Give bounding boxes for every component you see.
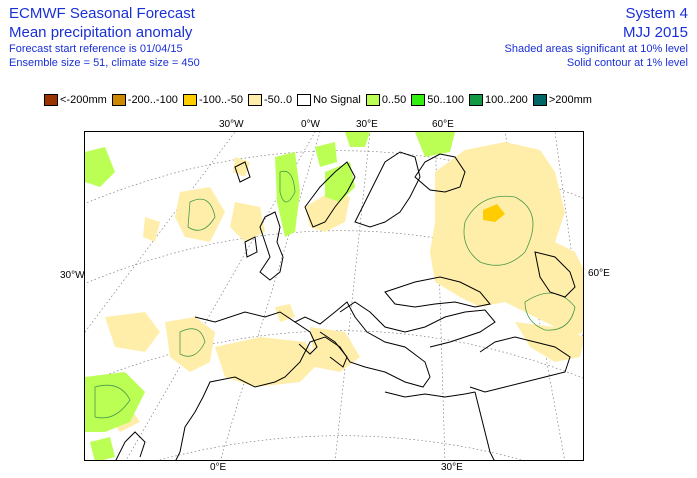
shading-wet bbox=[85, 147, 115, 187]
tick-left-30w: 30°W bbox=[60, 270, 85, 281]
contour-note: Solid contour at 1% level bbox=[566, 57, 688, 69]
legend-item: 0..50 bbox=[365, 94, 407, 106]
coastlines bbox=[115, 151, 576, 460]
shading-dry bbox=[143, 217, 160, 242]
legend-label: <-200mm bbox=[60, 94, 107, 106]
contour-line bbox=[279, 170, 296, 203]
shading-wet bbox=[345, 132, 370, 147]
coastline bbox=[244, 236, 258, 258]
tick-bottom-0e: 0°E bbox=[210, 462, 227, 473]
tick-top-30w: 30°W bbox=[219, 119, 244, 130]
legend-item: <-200mm bbox=[44, 94, 107, 106]
coastline bbox=[259, 211, 284, 281]
legend: <-200mm -200..-100 -100..-50 -50..0 No S… bbox=[44, 93, 597, 107]
legend-label: No Signal bbox=[313, 94, 361, 106]
coastline bbox=[175, 301, 431, 460]
shading-dry bbox=[515, 322, 583, 362]
graticule-line bbox=[85, 330, 583, 384]
chart-title: ECMWF Seasonal Forecast bbox=[9, 5, 195, 22]
coastline bbox=[319, 331, 348, 368]
legend-swatch bbox=[365, 94, 380, 106]
legend-item: -100..-50 bbox=[182, 94, 243, 106]
coastline bbox=[115, 431, 146, 460]
ensemble-size: Ensemble size = 51, climate size = 450 bbox=[9, 57, 200, 69]
coastline bbox=[534, 251, 576, 298]
tick-top-0w: 0°W bbox=[301, 119, 320, 130]
shading-dry bbox=[233, 157, 250, 177]
significance-note: Shaded areas significant at 10% level bbox=[504, 43, 688, 55]
coastline bbox=[474, 391, 495, 460]
legend-item: -200..-100 bbox=[111, 94, 178, 106]
shading-moderately-dry bbox=[483, 204, 505, 222]
contour-line bbox=[179, 328, 206, 357]
legend-label: 0..50 bbox=[381, 94, 407, 106]
contour-line bbox=[187, 198, 216, 231]
legend-swatch bbox=[468, 94, 483, 106]
map-panel bbox=[84, 131, 584, 461]
legend-swatch bbox=[44, 94, 58, 106]
legend-item: >200mm bbox=[532, 94, 592, 106]
period-label: MJJ 2015 bbox=[622, 24, 688, 41]
coastline bbox=[354, 151, 421, 228]
start-reference: Forecast start reference is 01/04/15 bbox=[9, 43, 183, 55]
legend-label: -100..-50 bbox=[198, 94, 243, 106]
legend-swatch bbox=[411, 94, 426, 106]
coastline bbox=[339, 301, 496, 348]
coastline bbox=[234, 161, 251, 183]
legend-swatch bbox=[111, 94, 126, 106]
legend-label: 50..100 bbox=[427, 94, 464, 106]
shading-dry bbox=[310, 327, 360, 372]
legend-swatch bbox=[247, 94, 262, 106]
shading-dry bbox=[230, 202, 265, 242]
legend-swatch bbox=[297, 94, 312, 106]
shading-dry bbox=[105, 312, 160, 352]
shading-dry bbox=[215, 337, 320, 387]
shading-wet bbox=[415, 132, 455, 157]
shading-dry bbox=[165, 317, 215, 372]
map-svg bbox=[85, 132, 583, 460]
shading-wet bbox=[315, 142, 337, 167]
graticule-line bbox=[434, 132, 446, 460]
graticule-line bbox=[220, 132, 321, 460]
coastline bbox=[384, 276, 491, 308]
tick-top-30e: 30°E bbox=[356, 119, 378, 130]
coastline bbox=[294, 321, 318, 355]
system-label: System 4 bbox=[625, 5, 688, 22]
shading-wet bbox=[275, 152, 300, 237]
coastline bbox=[384, 391, 476, 398]
shading-wet bbox=[85, 372, 145, 432]
legend-item: 100..200 bbox=[468, 94, 528, 106]
coastline bbox=[304, 161, 356, 228]
anomaly-shading bbox=[85, 132, 583, 460]
chart-subtitle: Mean precipitation anomaly bbox=[9, 24, 193, 41]
legend-swatch bbox=[182, 94, 197, 106]
legend-label: -200..-100 bbox=[127, 94, 178, 106]
graticule-line bbox=[85, 132, 236, 333]
legend-label: >200mm bbox=[548, 94, 592, 106]
contour-line bbox=[94, 384, 131, 419]
legend-label: 100..200 bbox=[484, 94, 528, 106]
tick-right-60e: 60°E bbox=[588, 268, 610, 279]
contour-line bbox=[463, 195, 534, 266]
legend-item: -50..0 bbox=[247, 94, 293, 106]
tick-bottom-30e: 30°E bbox=[441, 462, 463, 473]
shading-wet bbox=[90, 437, 115, 460]
graticule-line bbox=[334, 132, 371, 460]
tick-top-60e: 60°E bbox=[432, 119, 454, 130]
significance-contours bbox=[94, 170, 576, 419]
legend-label: -50..0 bbox=[263, 94, 293, 106]
coastline bbox=[414, 153, 466, 193]
graticule-line bbox=[158, 435, 524, 460]
coastline bbox=[469, 336, 571, 393]
legend-item: 50..100 bbox=[411, 94, 464, 106]
legend-item: No Signal bbox=[297, 94, 361, 106]
legend-swatch bbox=[532, 94, 547, 106]
shading-dry bbox=[275, 304, 295, 322]
shading-dry bbox=[175, 187, 225, 242]
shading-dry bbox=[430, 142, 583, 337]
